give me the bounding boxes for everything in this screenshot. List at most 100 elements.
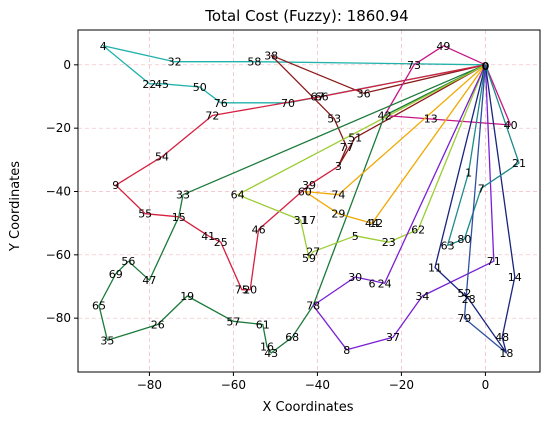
node-label-13: 13 — [424, 113, 438, 126]
node-label-35: 35 — [100, 334, 114, 347]
node-label-44: 44 — [365, 217, 379, 230]
node-label-48: 48 — [495, 331, 509, 344]
node-label-75: 75 — [235, 284, 249, 297]
node-label-14: 14 — [508, 271, 522, 284]
node-label-25: 25 — [214, 236, 228, 249]
node-label-46: 46 — [252, 224, 266, 237]
node-label-47: 47 — [142, 274, 156, 287]
y-axis-title: Y Coordinates — [8, 161, 23, 252]
node-label-8: 8 — [343, 344, 350, 357]
node-label-18: 18 — [499, 347, 513, 360]
route-line-11 — [463, 64, 507, 354]
node-label-73: 73 — [407, 59, 421, 72]
x-tick-label: −80 — [137, 378, 162, 392]
node-label-67: 67 — [310, 91, 324, 104]
node-label-61: 61 — [256, 319, 270, 332]
node-label-42: 42 — [378, 110, 392, 123]
route-line-9 — [434, 64, 516, 354]
node-label-23: 23 — [382, 236, 396, 249]
y-tick-label: −40 — [46, 185, 71, 199]
node-label-64: 64 — [231, 189, 245, 202]
node-label-45: 45 — [155, 78, 169, 91]
routes — [98, 45, 520, 354]
node-label-34: 34 — [415, 290, 429, 303]
depot-label: 0 — [482, 60, 490, 73]
node-label-59: 59 — [302, 252, 316, 265]
node-label-40: 40 — [504, 119, 518, 132]
node-label-72: 72 — [205, 110, 219, 123]
node-label-11: 11 — [428, 262, 442, 275]
node-label-65: 65 — [92, 300, 106, 313]
route-line-8 — [312, 64, 495, 351]
node-label-3: 3 — [335, 160, 342, 173]
node-label-24: 24 — [378, 277, 392, 290]
node-label-55: 55 — [138, 208, 152, 221]
node-label-4: 4 — [100, 40, 107, 53]
node-label-16: 16 — [260, 341, 274, 354]
node-label-1: 1 — [465, 167, 472, 180]
node-label-60: 60 — [298, 186, 312, 199]
node-label-66: 66 — [315, 91, 329, 104]
node-label-79: 79 — [457, 312, 471, 325]
y-tick-label: −20 — [46, 121, 71, 135]
x-axis-title: X Coordinates — [262, 400, 353, 415]
node-label-39: 39 — [302, 179, 316, 192]
route-line-1 — [102, 45, 486, 104]
node-label-49: 49 — [436, 40, 450, 53]
x-tick-label: −40 — [305, 378, 330, 392]
node-label-57: 57 — [226, 315, 240, 328]
node-label-29: 29 — [331, 208, 345, 221]
node-label-63: 63 — [441, 239, 455, 252]
node-label-74: 74 — [331, 189, 345, 202]
route-line-6 — [236, 64, 487, 259]
node-label-17: 17 — [302, 214, 316, 227]
node-label-70: 70 — [281, 97, 295, 110]
node-label-77: 77 — [340, 141, 354, 154]
x-tick-label: −60 — [221, 378, 246, 392]
node-label-36: 36 — [357, 87, 371, 100]
node-label-41: 41 — [201, 230, 215, 243]
node-label-5: 5 — [352, 230, 359, 243]
x-tick-label: 0 — [482, 378, 490, 392]
node-label-6: 6 — [369, 277, 376, 290]
route-line-3 — [115, 64, 486, 291]
node-label-31: 31 — [294, 214, 308, 227]
node-label-15: 15 — [172, 211, 186, 224]
node-label-7: 7 — [478, 182, 485, 195]
node-label-51: 51 — [348, 132, 362, 145]
node-label-58: 58 — [247, 56, 261, 69]
node-label-56: 56 — [121, 255, 135, 268]
chart-title: Total Cost (Fuzzy): 1860.94 — [204, 7, 408, 25]
node-label-26: 26 — [151, 319, 165, 332]
node-label-53: 53 — [327, 113, 341, 126]
node-label-76: 76 — [214, 97, 228, 110]
node-label-69: 69 — [109, 268, 123, 281]
axis-ticks: −80 −60 −40 −20 0 0 −20 −40 −60 −80 — [46, 58, 490, 392]
y-tick-label: −80 — [46, 311, 71, 325]
y-tick-label: −60 — [46, 248, 71, 262]
node-label-80: 80 — [457, 233, 471, 246]
route-line-2 — [270, 54, 486, 167]
route-line-4 — [383, 45, 512, 126]
route-line-10 — [446, 64, 520, 246]
node-label-62: 62 — [411, 224, 425, 237]
node-label-22: 22 — [142, 78, 156, 91]
node-label-28: 28 — [462, 293, 476, 306]
node-label-52: 52 — [457, 287, 471, 300]
node-label-50: 50 — [193, 81, 207, 94]
node-label-19: 19 — [180, 290, 194, 303]
x-tick-label: −20 — [389, 378, 414, 392]
node-label-43: 43 — [264, 347, 278, 360]
node-label-27: 27 — [306, 246, 320, 259]
node-label-30: 30 — [348, 271, 362, 284]
node-label-20: 20 — [243, 284, 257, 297]
node-label-33: 33 — [176, 189, 190, 202]
node-label-9: 9 — [112, 179, 119, 192]
plot-frame — [77, 29, 541, 373]
node-label-32: 32 — [168, 56, 182, 69]
node-label-38: 38 — [264, 49, 278, 62]
node-label-54: 54 — [155, 151, 169, 164]
node-label-21: 21 — [512, 157, 526, 170]
node-label-37: 37 — [386, 331, 400, 344]
